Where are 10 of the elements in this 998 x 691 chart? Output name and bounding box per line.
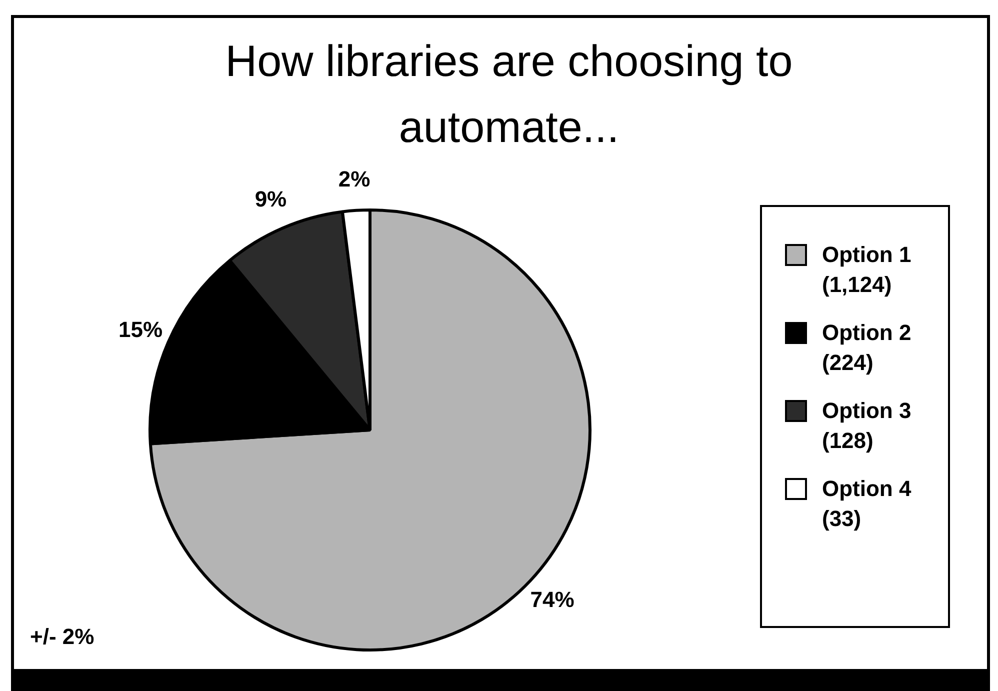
text: +/- 2%	[30, 623, 94, 651]
data-label: 15%	[118, 316, 163, 342]
legend-label: Option 2 (224)	[822, 319, 912, 377]
legend-label: Option 1 (1,124)	[822, 241, 912, 299]
chart-title: How libraries are choosing to automate...	[224, 36, 794, 154]
legend-label: Option 3 (128)	[822, 397, 912, 455]
data-label: 74%	[530, 587, 574, 612]
data-label: 2%	[338, 166, 370, 192]
data-label: 9%	[254, 186, 287, 212]
legend-label: Option 4 (33)	[822, 475, 912, 533]
